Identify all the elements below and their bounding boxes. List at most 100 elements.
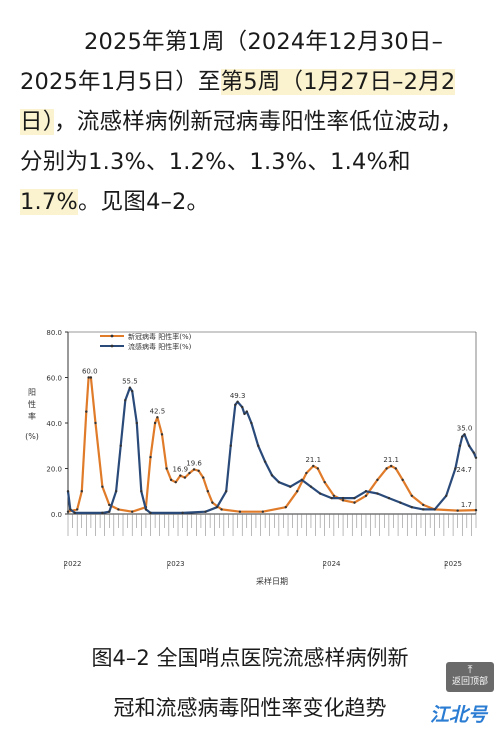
series-point xyxy=(454,467,457,470)
positivity-rate-chart: 0.0 20.0 40.0 60.0 80.0 2022 2023 2024 2025 阳性率 (%… xyxy=(25,329,478,586)
series-point xyxy=(353,496,356,500)
y-axis-label-part: 阳 xyxy=(28,388,36,397)
series-point xyxy=(66,510,70,513)
back-to-top-button[interactable]: ⤒ 返回顶部 xyxy=(446,662,494,692)
series-point xyxy=(130,389,134,393)
data-label: 60.0 xyxy=(82,368,98,376)
series-point xyxy=(153,421,157,425)
series-point xyxy=(236,400,239,404)
series-point xyxy=(66,490,70,493)
series-point xyxy=(234,403,237,406)
series-point xyxy=(257,444,260,447)
series-point xyxy=(474,456,478,460)
series-point xyxy=(410,505,414,509)
y-tick-label: 0.0 xyxy=(51,511,62,519)
series-point xyxy=(305,471,308,475)
series-point xyxy=(277,480,281,484)
para-seg3: ，流感样病例新冠病毒阳性率低位波动，分别为1.3%、1.2%、1.3%、1.4%… xyxy=(20,109,463,175)
series-point xyxy=(108,510,111,513)
y-tick-label: 60.0 xyxy=(46,375,62,383)
series-point xyxy=(183,476,187,479)
series-point xyxy=(69,508,72,511)
series-point xyxy=(197,469,200,472)
series-point xyxy=(422,508,425,511)
series-point xyxy=(467,444,471,447)
series-point xyxy=(387,496,391,500)
series-point xyxy=(309,485,313,488)
series-point xyxy=(456,509,459,512)
series-point xyxy=(316,467,320,470)
series-point xyxy=(463,433,466,436)
legend-marker xyxy=(110,344,114,348)
series-point xyxy=(73,511,77,515)
y-axis-label-part: 性 xyxy=(28,399,36,409)
series-point xyxy=(296,490,299,493)
series-point xyxy=(128,386,132,389)
series-point xyxy=(461,435,464,438)
series-point xyxy=(433,508,436,511)
series-point xyxy=(144,508,148,511)
series-point xyxy=(389,464,393,468)
data-label: 42.5 xyxy=(150,407,166,415)
series-point xyxy=(165,467,168,470)
series-point xyxy=(89,376,93,379)
data-label: 24.7 xyxy=(456,466,472,474)
data-label: 35.0 xyxy=(457,424,473,432)
x-year-label: 2022 xyxy=(64,560,82,568)
series-point xyxy=(250,421,253,425)
series-point xyxy=(445,494,448,497)
series-point xyxy=(156,416,159,419)
series-point xyxy=(149,511,152,515)
series-point xyxy=(241,405,244,409)
series-point xyxy=(353,501,356,504)
series-point xyxy=(215,505,219,509)
y-axis-label-part: (%) xyxy=(25,432,39,441)
series-point xyxy=(188,471,191,475)
series-point xyxy=(263,460,267,463)
paragraph-text: 2025年第1周（2024年12月30日–2025年1月5日）至第5周（1月27… xyxy=(20,22,482,222)
data-label: 19.6 xyxy=(186,459,202,467)
brand-logo: 江北号 xyxy=(430,704,488,726)
series-point xyxy=(474,508,478,512)
series-point xyxy=(410,494,414,497)
series-point xyxy=(270,474,274,477)
series-point xyxy=(101,485,104,488)
figure-caption-line2: 冠和流感病毒阳性率变化趋势 xyxy=(113,696,387,720)
series-point xyxy=(204,510,207,513)
series-point xyxy=(376,478,379,482)
para-highlight-value: 1.7% xyxy=(20,189,78,215)
series-point xyxy=(323,480,326,484)
series-point xyxy=(422,503,425,507)
data-label: 1.7 xyxy=(461,501,472,509)
series-point xyxy=(376,492,379,495)
series-point xyxy=(124,399,127,402)
series-point xyxy=(75,508,79,511)
series-point xyxy=(117,508,120,511)
series-point xyxy=(364,494,368,497)
series-point xyxy=(364,490,368,493)
series-point xyxy=(245,410,248,413)
series-point xyxy=(114,490,118,493)
series-point xyxy=(243,412,246,416)
data-label: 16.9 xyxy=(173,466,189,474)
para-seg1: 2025年第1周（2024年12月30日–2025年1月5日）至 xyxy=(20,29,444,95)
arrow-up-icon: ⤒ xyxy=(467,663,473,676)
series-point xyxy=(472,451,475,454)
series-line xyxy=(66,386,478,514)
series-line xyxy=(67,376,477,513)
series-point xyxy=(108,503,111,507)
paragraph: 2025年第1周（2024年12月30日–2025年1月5日）至第5周（1月27… xyxy=(20,22,482,222)
series-point xyxy=(394,467,397,470)
data-label: 21.1 xyxy=(383,456,399,464)
series-point xyxy=(261,510,265,513)
series-point xyxy=(211,501,214,504)
series-point xyxy=(220,508,223,511)
series-point xyxy=(140,490,143,493)
series-point xyxy=(229,444,232,447)
series-point xyxy=(318,492,322,495)
x-year-label: 2024 xyxy=(323,560,341,568)
series-point xyxy=(179,474,182,477)
series-point xyxy=(332,494,336,497)
data-label: 49.3 xyxy=(230,392,246,400)
series-point xyxy=(399,501,402,504)
